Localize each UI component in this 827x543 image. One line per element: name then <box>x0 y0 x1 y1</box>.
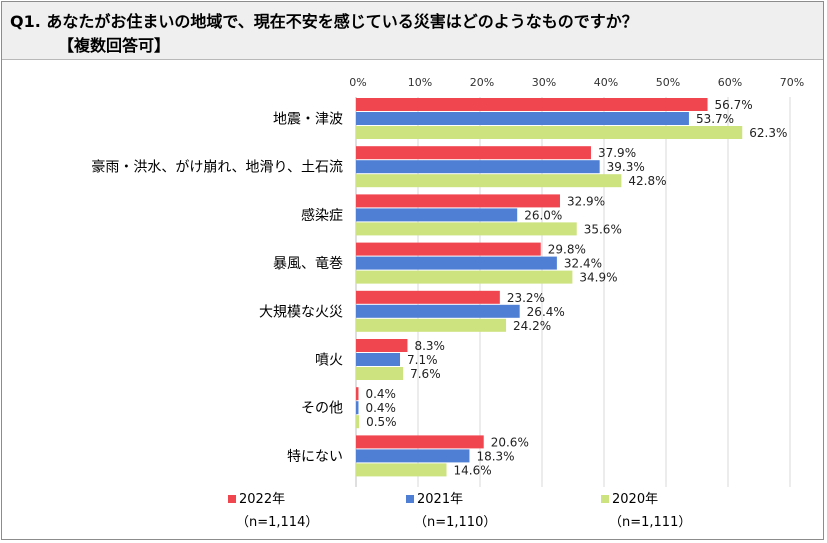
bar-2020 <box>356 222 577 236</box>
labels: 0% 10% 20% 30% 40% 50% 60% 70% 地震・津波 56.7%53.7% 62… <box>91 76 804 477</box>
bars <box>356 98 743 477</box>
bar-2021 <box>356 449 470 463</box>
value-label: 26.0% <box>524 208 562 222</box>
value-label: 7.1% <box>407 353 438 367</box>
bar-2020 <box>356 463 447 477</box>
value-label: 56.7% <box>715 98 753 112</box>
legend-label: 2021年 <box>417 492 463 507</box>
legend-swatch-2022 <box>228 495 236 503</box>
value-label: 39.3% <box>607 160 645 174</box>
bar-2020 <box>356 174 622 188</box>
bar-2021 <box>356 353 401 366</box>
bar-2020 <box>356 367 404 380</box>
x-tick-label: 30% <box>532 76 556 89</box>
bar-2022 <box>356 242 541 256</box>
question-header: Q1. あなたがお住まいの地域で、現在不安を感じている災害はどのようなものですか… <box>2 2 823 60</box>
value-label: 34.9% <box>579 271 617 285</box>
legend-label: 2022年 <box>239 492 285 507</box>
value-label: 20.6% <box>491 435 529 449</box>
bar-2022 <box>356 387 359 401</box>
bar-2022 <box>356 290 500 304</box>
bar-2021 <box>356 208 518 222</box>
x-tick-label: 50% <box>656 76 680 89</box>
category-label: 暴風、竜巻 <box>273 255 343 272</box>
value-label: 8.3% <box>414 339 445 353</box>
value-label: 0.4% <box>365 387 396 401</box>
x-tick-label: 40% <box>594 76 618 89</box>
bar-2022 <box>356 194 560 208</box>
category-label: 噴火 <box>315 353 343 369</box>
value-label: 62.3% <box>749 126 787 140</box>
bar-2021 <box>356 112 689 125</box>
bar-2021 <box>356 401 359 415</box>
value-label: 23.2% <box>507 291 545 305</box>
legend-swatch-2020 <box>601 495 609 503</box>
category-label: その他 <box>301 401 343 417</box>
legend-sample-size: （n=1,111） <box>609 515 691 530</box>
value-label: 42.8% <box>628 174 666 188</box>
question-title: Q1. あなたがお住まいの地域で、現在不安を感じている災害はどのようなものですか… <box>10 12 638 31</box>
x-tick-label: 0% <box>349 76 366 89</box>
value-label: 18.3% <box>476 449 514 463</box>
value-label: 29.8% <box>548 243 586 257</box>
bar-2020 <box>356 415 360 429</box>
question-note: 【複数回答可】 <box>58 36 171 55</box>
value-label: 24.2% <box>513 319 551 333</box>
value-label: 32.9% <box>567 194 605 208</box>
legend: 2022年 （n=1,114） 2021年 （n=1,110） 2020年 （n=1,11… <box>228 492 691 530</box>
bar-2020 <box>356 270 573 284</box>
x-tick-label: 10% <box>408 76 432 89</box>
x-tick-label: 20% <box>470 76 494 89</box>
x-tick-label: 60% <box>718 76 742 89</box>
category-label: 大規模な火災 <box>259 304 343 320</box>
bar-2020 <box>356 318 507 332</box>
value-label: 0.5% <box>366 415 397 429</box>
value-label: 26.4% <box>527 305 565 319</box>
category-label: 感染症 <box>301 207 343 224</box>
value-label: 35.6% <box>584 222 622 236</box>
category-label: 地震・津波 <box>273 112 343 128</box>
bar-2020 <box>356 126 743 139</box>
bar-2021 <box>356 304 520 318</box>
category-label: 特にない <box>287 449 343 465</box>
legend-swatch-2021 <box>406 495 414 503</box>
bar-2022 <box>356 339 408 352</box>
value-label: 37.9% <box>598 146 636 160</box>
value-label: 32.4% <box>564 257 602 271</box>
bar-2022 <box>356 146 591 160</box>
value-label: 14.6% <box>454 463 492 477</box>
x-tick-label: 70% <box>780 76 804 89</box>
value-label: 7.6% <box>410 367 441 381</box>
bar-2021 <box>356 256 557 270</box>
category-label: 豪雨・洪水、がけ崩れ、地滑り、土石流 <box>91 159 343 176</box>
legend-label: 2020年 <box>612 492 658 507</box>
bar-2022 <box>356 98 708 111</box>
legend-sample-size: （n=1,110） <box>414 515 496 530</box>
bar-2021 <box>356 160 600 174</box>
legend-sample-size: （n=1,114） <box>236 515 318 530</box>
value-label: 0.4% <box>365 401 396 415</box>
value-label: 53.7% <box>696 112 734 126</box>
bar-2022 <box>356 435 484 449</box>
